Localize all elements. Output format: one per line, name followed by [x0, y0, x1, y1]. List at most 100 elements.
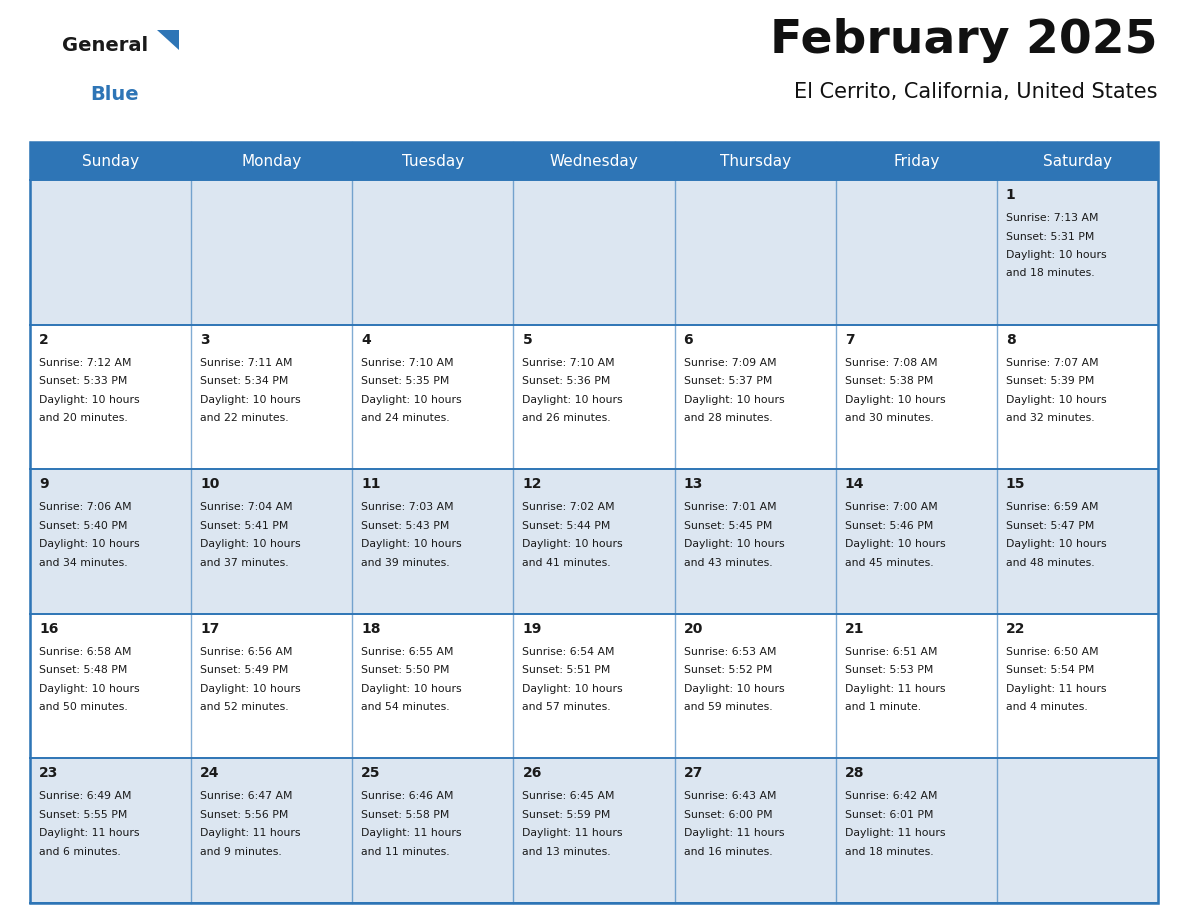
Text: Sunrise: 7:10 AM: Sunrise: 7:10 AM: [361, 358, 454, 367]
Text: Sunrise: 7:04 AM: Sunrise: 7:04 AM: [200, 502, 292, 512]
Text: 15: 15: [1006, 477, 1025, 491]
Text: 4: 4: [361, 332, 371, 347]
Text: Saturday: Saturday: [1043, 153, 1112, 169]
Text: Sunset: 5:31 PM: Sunset: 5:31 PM: [1006, 231, 1094, 241]
Text: 25: 25: [361, 767, 381, 780]
Text: Sunset: 5:40 PM: Sunset: 5:40 PM: [39, 521, 127, 531]
Text: 13: 13: [683, 477, 703, 491]
Text: Wednesday: Wednesday: [550, 153, 638, 169]
Text: 24: 24: [200, 767, 220, 780]
Text: and 50 minutes.: and 50 minutes.: [39, 702, 128, 712]
Text: Sunset: 5:43 PM: Sunset: 5:43 PM: [361, 521, 450, 531]
Text: and 54 minutes.: and 54 minutes.: [361, 702, 450, 712]
Text: Sunrise: 7:09 AM: Sunrise: 7:09 AM: [683, 358, 776, 367]
Text: Daylight: 11 hours: Daylight: 11 hours: [523, 828, 623, 838]
Text: Daylight: 10 hours: Daylight: 10 hours: [200, 395, 301, 405]
Polygon shape: [157, 30, 179, 50]
Text: Sunset: 5:38 PM: Sunset: 5:38 PM: [845, 376, 933, 386]
Text: Sunrise: 7:06 AM: Sunrise: 7:06 AM: [39, 502, 132, 512]
Text: Sunset: 5:59 PM: Sunset: 5:59 PM: [523, 810, 611, 820]
Text: 22: 22: [1006, 621, 1025, 636]
Text: Sunset: 5:37 PM: Sunset: 5:37 PM: [683, 376, 772, 386]
Text: Sunrise: 6:56 AM: Sunrise: 6:56 AM: [200, 647, 292, 656]
Text: Sunrise: 6:46 AM: Sunrise: 6:46 AM: [361, 791, 454, 801]
Text: 17: 17: [200, 621, 220, 636]
Text: Daylight: 11 hours: Daylight: 11 hours: [845, 684, 946, 694]
Text: 1: 1: [1006, 188, 1016, 202]
Bar: [30, 325, 1158, 469]
Text: 7: 7: [845, 332, 854, 347]
Text: Sunrise: 7:02 AM: Sunrise: 7:02 AM: [523, 502, 615, 512]
Text: and 1 minute.: and 1 minute.: [845, 702, 921, 712]
Text: 3: 3: [200, 332, 210, 347]
Text: Sunset: 5:51 PM: Sunset: 5:51 PM: [523, 666, 611, 676]
Text: and 11 minutes.: and 11 minutes.: [361, 847, 450, 856]
Text: Daylight: 10 hours: Daylight: 10 hours: [523, 539, 623, 549]
Text: and 34 minutes.: and 34 minutes.: [39, 558, 127, 567]
Bar: [30, 180, 1158, 325]
Text: Sunset: 5:52 PM: Sunset: 5:52 PM: [683, 666, 772, 676]
Text: and 37 minutes.: and 37 minutes.: [200, 558, 289, 567]
Text: Daylight: 10 hours: Daylight: 10 hours: [39, 539, 140, 549]
Text: Daylight: 10 hours: Daylight: 10 hours: [683, 539, 784, 549]
Text: 21: 21: [845, 621, 864, 636]
Text: 16: 16: [39, 621, 58, 636]
Text: 18: 18: [361, 621, 381, 636]
Text: Sunrise: 7:03 AM: Sunrise: 7:03 AM: [361, 502, 454, 512]
Text: Sunset: 5:34 PM: Sunset: 5:34 PM: [200, 376, 289, 386]
Text: Sunset: 5:50 PM: Sunset: 5:50 PM: [361, 666, 450, 676]
Text: 28: 28: [845, 767, 864, 780]
Text: Daylight: 10 hours: Daylight: 10 hours: [1006, 539, 1106, 549]
Text: and 28 minutes.: and 28 minutes.: [683, 413, 772, 423]
Text: Daylight: 10 hours: Daylight: 10 hours: [200, 684, 301, 694]
Text: Sunrise: 7:07 AM: Sunrise: 7:07 AM: [1006, 358, 1099, 367]
Text: Sunset: 5:39 PM: Sunset: 5:39 PM: [1006, 376, 1094, 386]
Text: Daylight: 11 hours: Daylight: 11 hours: [683, 828, 784, 838]
Text: Sunrise: 6:49 AM: Sunrise: 6:49 AM: [39, 791, 132, 801]
Text: Sunset: 5:35 PM: Sunset: 5:35 PM: [361, 376, 450, 386]
Text: Sunrise: 7:10 AM: Sunrise: 7:10 AM: [523, 358, 615, 367]
Text: Sunset: 5:33 PM: Sunset: 5:33 PM: [39, 376, 127, 386]
Text: and 22 minutes.: and 22 minutes.: [200, 413, 289, 423]
Text: and 18 minutes.: and 18 minutes.: [845, 847, 934, 856]
Text: and 9 minutes.: and 9 minutes.: [200, 847, 282, 856]
Text: Sunset: 5:47 PM: Sunset: 5:47 PM: [1006, 521, 1094, 531]
Text: El Cerrito, California, United States: El Cerrito, California, United States: [795, 82, 1158, 102]
Text: Daylight: 10 hours: Daylight: 10 hours: [683, 684, 784, 694]
Text: Daylight: 10 hours: Daylight: 10 hours: [845, 539, 946, 549]
Text: and 43 minutes.: and 43 minutes.: [683, 558, 772, 567]
Text: and 4 minutes.: and 4 minutes.: [1006, 702, 1087, 712]
Bar: [30, 142, 1158, 903]
Text: and 59 minutes.: and 59 minutes.: [683, 702, 772, 712]
Text: and 18 minutes.: and 18 minutes.: [1006, 268, 1094, 278]
Text: and 41 minutes.: and 41 minutes.: [523, 558, 611, 567]
Text: Sunset: 5:44 PM: Sunset: 5:44 PM: [523, 521, 611, 531]
Text: Sunset: 6:00 PM: Sunset: 6:00 PM: [683, 810, 772, 820]
Text: Sunset: 5:54 PM: Sunset: 5:54 PM: [1006, 666, 1094, 676]
Text: Sunrise: 6:55 AM: Sunrise: 6:55 AM: [361, 647, 454, 656]
Text: Blue: Blue: [90, 85, 139, 104]
Text: Tuesday: Tuesday: [402, 153, 465, 169]
Text: 27: 27: [683, 767, 703, 780]
Text: Friday: Friday: [893, 153, 940, 169]
Text: Sunrise: 7:00 AM: Sunrise: 7:00 AM: [845, 502, 937, 512]
Text: and 26 minutes.: and 26 minutes.: [523, 413, 611, 423]
Text: and 39 minutes.: and 39 minutes.: [361, 558, 450, 567]
Bar: [30, 758, 1158, 903]
Text: Sunday: Sunday: [82, 153, 139, 169]
Text: Sunset: 5:36 PM: Sunset: 5:36 PM: [523, 376, 611, 386]
Text: Daylight: 11 hours: Daylight: 11 hours: [361, 828, 462, 838]
Text: and 52 minutes.: and 52 minutes.: [200, 702, 289, 712]
Text: Daylight: 11 hours: Daylight: 11 hours: [39, 828, 139, 838]
Text: Daylight: 10 hours: Daylight: 10 hours: [845, 395, 946, 405]
Text: Daylight: 10 hours: Daylight: 10 hours: [1006, 250, 1106, 260]
Text: 6: 6: [683, 332, 693, 347]
Text: Sunrise: 7:01 AM: Sunrise: 7:01 AM: [683, 502, 776, 512]
Text: Daylight: 10 hours: Daylight: 10 hours: [39, 395, 140, 405]
Text: February 2025: February 2025: [771, 18, 1158, 63]
Text: 26: 26: [523, 767, 542, 780]
Text: and 48 minutes.: and 48 minutes.: [1006, 558, 1094, 567]
Text: Sunrise: 6:42 AM: Sunrise: 6:42 AM: [845, 791, 937, 801]
Text: Daylight: 10 hours: Daylight: 10 hours: [523, 395, 623, 405]
Text: 10: 10: [200, 477, 220, 491]
